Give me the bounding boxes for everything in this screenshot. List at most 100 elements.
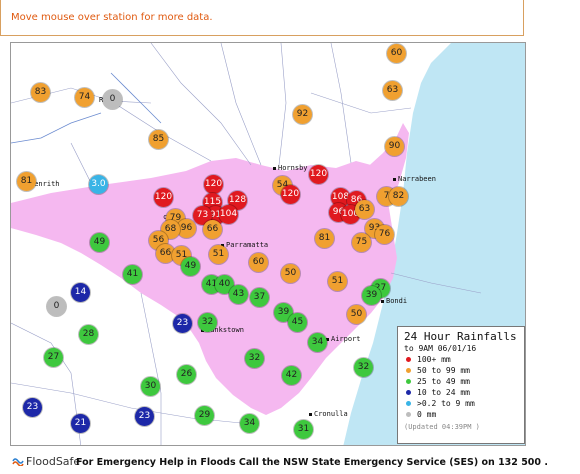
station-marker[interactable]: 32 [245, 349, 264, 368]
station-marker[interactable]: 120 [309, 165, 328, 184]
station-marker[interactable]: 108 [331, 188, 350, 207]
station-marker[interactable]: 27 [44, 348, 63, 367]
station-marker[interactable]: 60 [387, 44, 406, 63]
station-marker[interactable]: 81 [315, 229, 334, 248]
place-label: Penrith [30, 180, 60, 188]
place-marker-icon [381, 299, 384, 303]
station-marker[interactable]: 83 [31, 83, 50, 102]
legend-swatch-icon [406, 379, 411, 384]
legend-swatch-icon [406, 357, 411, 362]
place-label: Bondi [386, 297, 408, 305]
legend-label: 100+ mm [417, 355, 451, 364]
station-marker[interactable]: 23 [23, 398, 42, 417]
legend-row: 50 to 99 mm [406, 366, 524, 376]
station-marker[interactable]: 90 [385, 137, 404, 156]
station-marker[interactable]: 49 [181, 257, 200, 276]
station-marker[interactable]: 34 [240, 414, 259, 433]
floodsafe-logo-icon [12, 458, 24, 466]
station-marker[interactable]: 39 [362, 286, 381, 305]
station-marker[interactable]: 32 [198, 313, 217, 332]
station-marker[interactable]: 45 [288, 313, 307, 332]
station-marker[interactable]: 32 [354, 358, 373, 377]
station-marker[interactable]: 23 [135, 407, 154, 426]
station-marker[interactable]: 81 [17, 172, 36, 191]
place-label: Narrabeen [398, 175, 436, 183]
place-narrabeen: Narrabeen [393, 175, 436, 183]
legend-swatch-icon [406, 401, 411, 406]
station-marker[interactable]: 3.0 [89, 175, 108, 194]
station-marker[interactable]: 120 [204, 175, 223, 194]
station-marker[interactable]: 34 [308, 333, 327, 352]
place-cronulla: Cronulla [309, 410, 348, 418]
place-marker-icon [309, 412, 312, 416]
station-marker[interactable]: 66 [203, 220, 222, 239]
place-label: Airport [331, 335, 361, 343]
legend-label: 10 to 24 mm [417, 388, 470, 397]
station-marker[interactable]: 30 [141, 377, 160, 396]
legend-row: 0 mm [406, 410, 524, 420]
station-marker[interactable]: 76 [375, 225, 394, 244]
legend-subtitle: to 9AM 06/01/16 [404, 344, 477, 353]
place-marker-icon [326, 337, 329, 341]
station-marker[interactable]: 23 [173, 314, 192, 333]
place-label: Hornsby [278, 164, 308, 172]
place-bondi: Bondi [381, 297, 407, 305]
place-airport: Airport [326, 335, 361, 343]
place-hornsby: Hornsby [273, 164, 308, 172]
floodsafe-logo[interactable]: FloodSafe [12, 455, 80, 468]
legend-swatch-icon [406, 412, 411, 417]
legend-label: >0.2 to 9 mm [417, 399, 475, 408]
place-label: Parramatta [226, 241, 269, 249]
station-marker[interactable]: 49 [90, 233, 109, 252]
station-marker[interactable]: 31 [294, 420, 313, 439]
station-marker[interactable]: 92 [293, 105, 312, 124]
station-marker[interactable]: 85 [149, 130, 168, 149]
station-marker[interactable]: 43 [229, 285, 248, 304]
station-marker[interactable]: 0 [103, 90, 122, 109]
footer: FloodSafe For Emergency Help in Floods C… [0, 452, 580, 474]
legend-updated: (Updated 04:39PM ) [404, 423, 480, 431]
station-marker[interactable]: 42 [282, 366, 301, 385]
station-marker[interactable]: 51 [328, 272, 347, 291]
place-label: Cronulla [314, 410, 348, 418]
station-marker[interactable]: 120 [154, 188, 173, 207]
station-marker[interactable]: 74 [75, 88, 94, 107]
rainfall-map[interactable]: Hornsby Narrabeen Penrith Parramatta Ban… [10, 42, 526, 446]
station-marker[interactable]: 96 [177, 219, 196, 238]
station-marker[interactable]: 104 [219, 205, 238, 224]
station-marker[interactable]: 28 [79, 325, 98, 344]
station-marker[interactable]: 60 [249, 253, 268, 272]
logo-text: FloodSafe [26, 455, 81, 468]
legend-label: 0 mm [417, 410, 437, 419]
station-marker[interactable]: 63 [355, 200, 374, 219]
rainfall-legend: 24 Hour Rainfalls to 9AM 06/01/16 100+ m… [397, 326, 525, 444]
place-marker-icon [273, 166, 276, 170]
station-marker[interactable]: 29 [195, 406, 214, 425]
station-marker[interactable]: 0 [47, 297, 66, 316]
emergency-notice: For Emergency Help in Floods Call the NS… [76, 457, 548, 468]
legend-title: 24 Hour Rainfalls [404, 330, 517, 343]
legend-row: 100+ mm [406, 355, 524, 365]
place-parramatta: Parramatta [221, 241, 268, 249]
legend-label: 50 to 99 mm [417, 366, 470, 375]
station-marker[interactable]: 21 [71, 414, 90, 433]
station-marker[interactable]: 75 [352, 233, 371, 252]
station-marker[interactable]: 50 [347, 305, 366, 324]
station-marker[interactable]: 66 [156, 244, 175, 263]
legend-row: >0.2 to 9 mm [406, 399, 524, 409]
station-marker[interactable]: 82 [389, 187, 408, 206]
station-marker[interactable]: 14 [71, 283, 90, 302]
station-marker[interactable]: 41 [123, 265, 142, 284]
hover-hint: Move mouse over station for more data. [11, 12, 213, 23]
station-marker[interactable]: 120 [281, 185, 300, 204]
place-label: Bankstown [206, 326, 244, 334]
info-panel: Move mouse over station for more data. [0, 0, 524, 36]
station-marker[interactable]: 63 [383, 81, 402, 100]
legend-row: 10 to 24 mm [406, 388, 524, 398]
station-marker[interactable]: 37 [250, 288, 269, 307]
station-marker[interactable]: 50 [281, 264, 300, 283]
station-marker[interactable]: 51 [209, 245, 228, 264]
station-marker[interactable]: 26 [177, 365, 196, 384]
legend-label: 25 to 49 mm [417, 377, 470, 386]
legend-row: 25 to 49 mm [406, 377, 524, 387]
